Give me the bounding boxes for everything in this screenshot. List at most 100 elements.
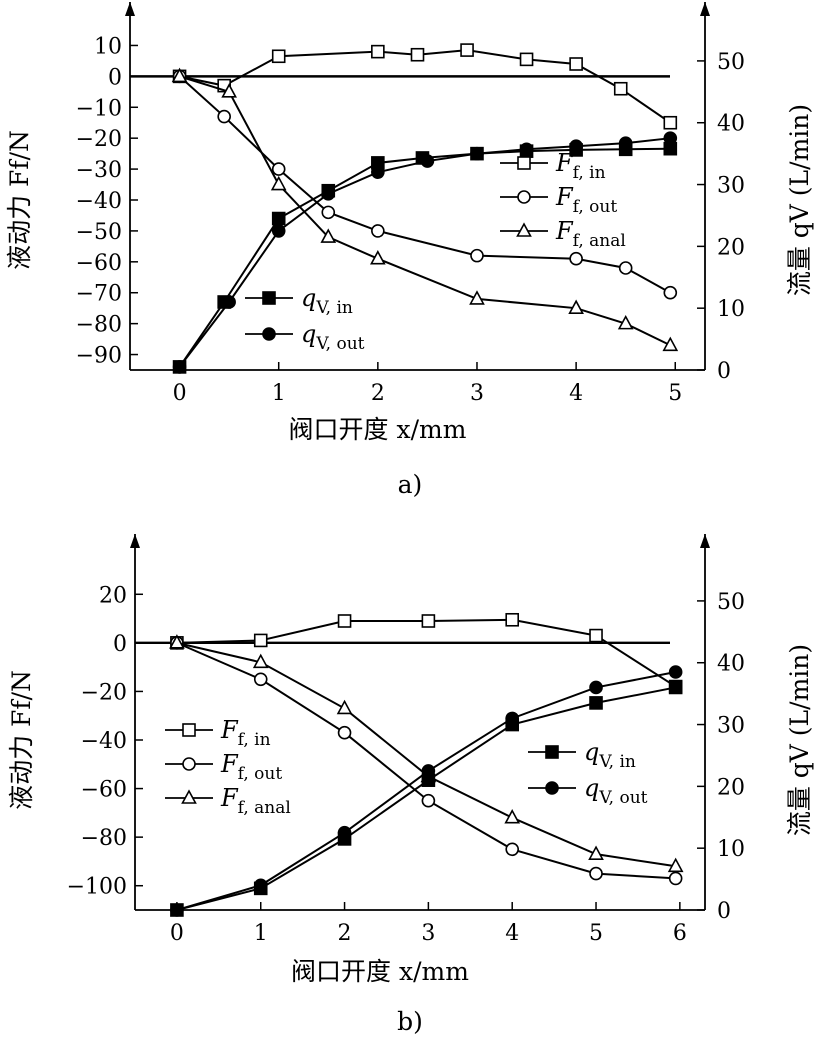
data-point xyxy=(505,842,520,857)
left-y-axis-title: 液动力 Ff/N xyxy=(5,130,34,270)
x-axis-title: 阀口开度 x/mm xyxy=(289,415,467,444)
legend-marker xyxy=(545,745,559,759)
series-f-f-out xyxy=(172,69,678,300)
left-tick-label: 20 xyxy=(99,583,127,608)
series-line xyxy=(178,75,671,294)
legend-label: qV, out xyxy=(301,320,365,354)
left-tick-label: −20 xyxy=(76,127,122,152)
data-point xyxy=(589,628,603,643)
left-tick-label: −100 xyxy=(67,875,127,900)
panel-caption: b) xyxy=(397,1007,423,1036)
legend-marker xyxy=(516,222,532,237)
data-point xyxy=(337,725,352,740)
data-point xyxy=(253,672,268,687)
data-point xyxy=(589,696,603,710)
data-point xyxy=(217,109,231,124)
data-point xyxy=(171,67,188,83)
left-tick-label: −70 xyxy=(76,282,122,307)
x-tick-label: 4 xyxy=(569,381,583,406)
right-tick-label: 50 xyxy=(717,50,745,75)
data-point xyxy=(170,903,184,917)
data-point xyxy=(470,248,484,263)
data-point xyxy=(668,871,683,886)
data-point xyxy=(470,146,484,161)
data-point xyxy=(504,809,521,824)
panel-caption: a) xyxy=(398,470,423,499)
data-point xyxy=(172,360,187,374)
data-point xyxy=(568,299,584,314)
legend-label: qV, in xyxy=(584,738,636,772)
data-point xyxy=(320,228,337,243)
data-point xyxy=(253,878,268,893)
data-point xyxy=(271,49,286,64)
left-tick-label: −50 xyxy=(76,220,122,245)
x-tick-label: 3 xyxy=(470,381,484,406)
series-f-f-anal xyxy=(171,67,679,352)
data-point xyxy=(410,47,425,62)
left-y-axis-title: 液动力 Ff/N xyxy=(7,670,36,810)
data-point xyxy=(371,224,385,238)
data-point xyxy=(519,142,534,157)
series-q-v-out xyxy=(172,131,678,374)
x-tick-label: 2 xyxy=(338,921,352,946)
x-tick-label: 0 xyxy=(173,381,187,406)
data-point xyxy=(420,154,435,168)
data-point xyxy=(336,699,353,715)
data-point xyxy=(662,336,679,352)
data-point xyxy=(569,57,583,71)
series-f-f-in xyxy=(172,43,678,130)
left-tick-label: −30 xyxy=(76,158,122,183)
legend-label: Ff, anal xyxy=(555,217,626,251)
data-point xyxy=(252,653,269,669)
legend-marker xyxy=(517,190,531,204)
right-tick-label: 50 xyxy=(717,590,745,615)
right-tick-label: 10 xyxy=(717,837,745,862)
data-point xyxy=(321,205,336,220)
x-axis-title: 阀口开度 x/mm xyxy=(291,957,469,986)
right-tick-label: 20 xyxy=(717,775,745,800)
left-tick-label: −80 xyxy=(81,826,127,851)
left-tick-label: −40 xyxy=(81,729,127,754)
right-tick-label: 30 xyxy=(717,714,745,739)
data-point xyxy=(371,44,385,59)
data-point xyxy=(519,52,534,67)
right-tick-label: 20 xyxy=(717,235,745,260)
data-point xyxy=(337,614,352,628)
data-point xyxy=(321,187,336,201)
right-y-axis-title: 流量 qV (L/min) xyxy=(785,104,814,296)
x-tick-label: 0 xyxy=(170,921,184,946)
data-point xyxy=(589,866,603,881)
legend-label: Ff, out xyxy=(555,183,617,217)
data-point xyxy=(617,314,634,330)
right-y-axis-title: 流量 qV (L/min) xyxy=(785,644,814,836)
series-f-f-in xyxy=(170,612,683,694)
right-tick-label: 40 xyxy=(717,112,745,137)
data-point xyxy=(469,290,485,305)
left-tick-label: 10 xyxy=(94,34,122,59)
data-point xyxy=(421,614,436,628)
data-point xyxy=(569,139,583,154)
data-point xyxy=(663,131,678,145)
chart-panel-b: 20 0 −20 −40 −60 −80 −100 50 40 30 20 10 0 0 1 2 3 4 5 6 Ff,… xyxy=(7,534,814,1036)
data-point xyxy=(271,162,286,176)
left-tick-label: −90 xyxy=(76,344,122,369)
legend-marker xyxy=(181,789,197,804)
data-point xyxy=(371,165,385,179)
x-tick-label: 3 xyxy=(421,921,435,946)
data-point xyxy=(505,711,520,726)
legend-label: Ff, anal xyxy=(220,784,291,818)
data-point xyxy=(569,251,583,266)
data-point xyxy=(588,845,604,860)
data-point xyxy=(663,285,678,300)
legend-label: Ff, in xyxy=(555,149,606,183)
legend-label: Ff, out xyxy=(220,750,282,784)
legend-marker xyxy=(182,723,196,737)
data-point xyxy=(221,83,237,98)
left-tick-label: −80 xyxy=(76,313,122,338)
left-tick-label: 0 xyxy=(113,632,127,657)
data-point xyxy=(253,633,268,648)
chart-panel-a: 100−10−20−30−40−50−60−70−80−905040302010… xyxy=(5,2,814,499)
